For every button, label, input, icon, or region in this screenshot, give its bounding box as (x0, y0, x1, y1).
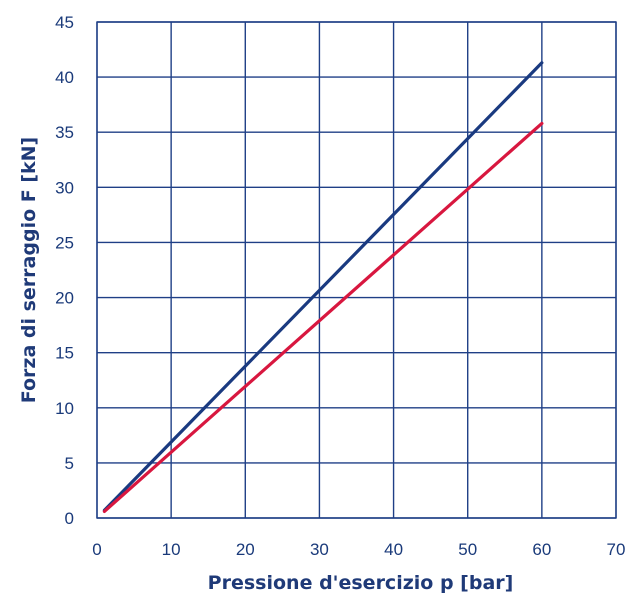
series-line-1 (102, 61, 544, 512)
x-tick-label: 20 (236, 540, 255, 559)
y-tick-labels: 0 5 10 15 20 25 30 35 40 45 (55, 13, 74, 528)
y-tick-label: 30 (55, 178, 74, 197)
series-lines (102, 61, 544, 513)
y-tick-label: 35 (55, 123, 74, 142)
y-tick-label: 15 (55, 344, 74, 363)
series-line-2 (102, 121, 544, 513)
y-tick-label: 25 (55, 233, 74, 252)
x-axis-title: Pressione d'esercizio p [bar] (208, 572, 514, 594)
x-tick-labels: 0 10 20 30 40 50 60 70 (92, 540, 625, 559)
plot-frame (96, 21, 617, 519)
y-axis-title: Forza di serraggio F [kN] (18, 137, 40, 404)
y-tick-label: 10 (55, 399, 74, 418)
x-tick-label: 70 (607, 540, 626, 559)
x-tick-label: 50 (458, 540, 477, 559)
y-tick-label: 40 (55, 68, 74, 87)
y-tick-label: 20 (55, 289, 74, 308)
x-tick-label: 0 (92, 540, 101, 559)
y-tick-label: 5 (65, 454, 74, 473)
y-tick-label: 45 (55, 13, 74, 32)
y-tick-label: 0 (65, 509, 74, 528)
grid (96, 21, 617, 519)
x-tick-label: 10 (162, 540, 181, 559)
x-tick-label: 60 (532, 540, 551, 559)
x-tick-label: 30 (310, 540, 329, 559)
x-tick-label: 40 (384, 540, 403, 559)
